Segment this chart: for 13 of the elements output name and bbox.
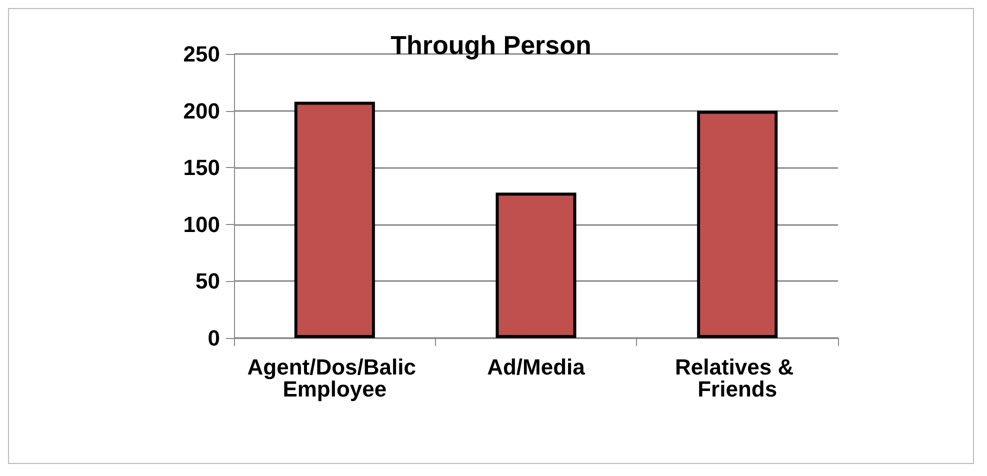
y-tick-label: 50: [196, 268, 220, 294]
y-tick-label: 0: [208, 326, 220, 350]
x-tick-label: Ad/Media: [487, 354, 586, 380]
bar: [496, 192, 576, 338]
y-tick-label: 150: [183, 155, 220, 180]
y-tick-label: 100: [183, 212, 220, 237]
bar: [697, 110, 778, 338]
y-tick-label: 250: [183, 42, 220, 66]
bar: [294, 102, 375, 338]
x-tick-label: Agent/Dos/Balic Employee: [247, 354, 422, 402]
y-tick-label: 200: [183, 98, 220, 124]
chart-title: Through Person: [390, 30, 592, 60]
x-tick-label: Relatives & Friends: [674, 354, 800, 402]
